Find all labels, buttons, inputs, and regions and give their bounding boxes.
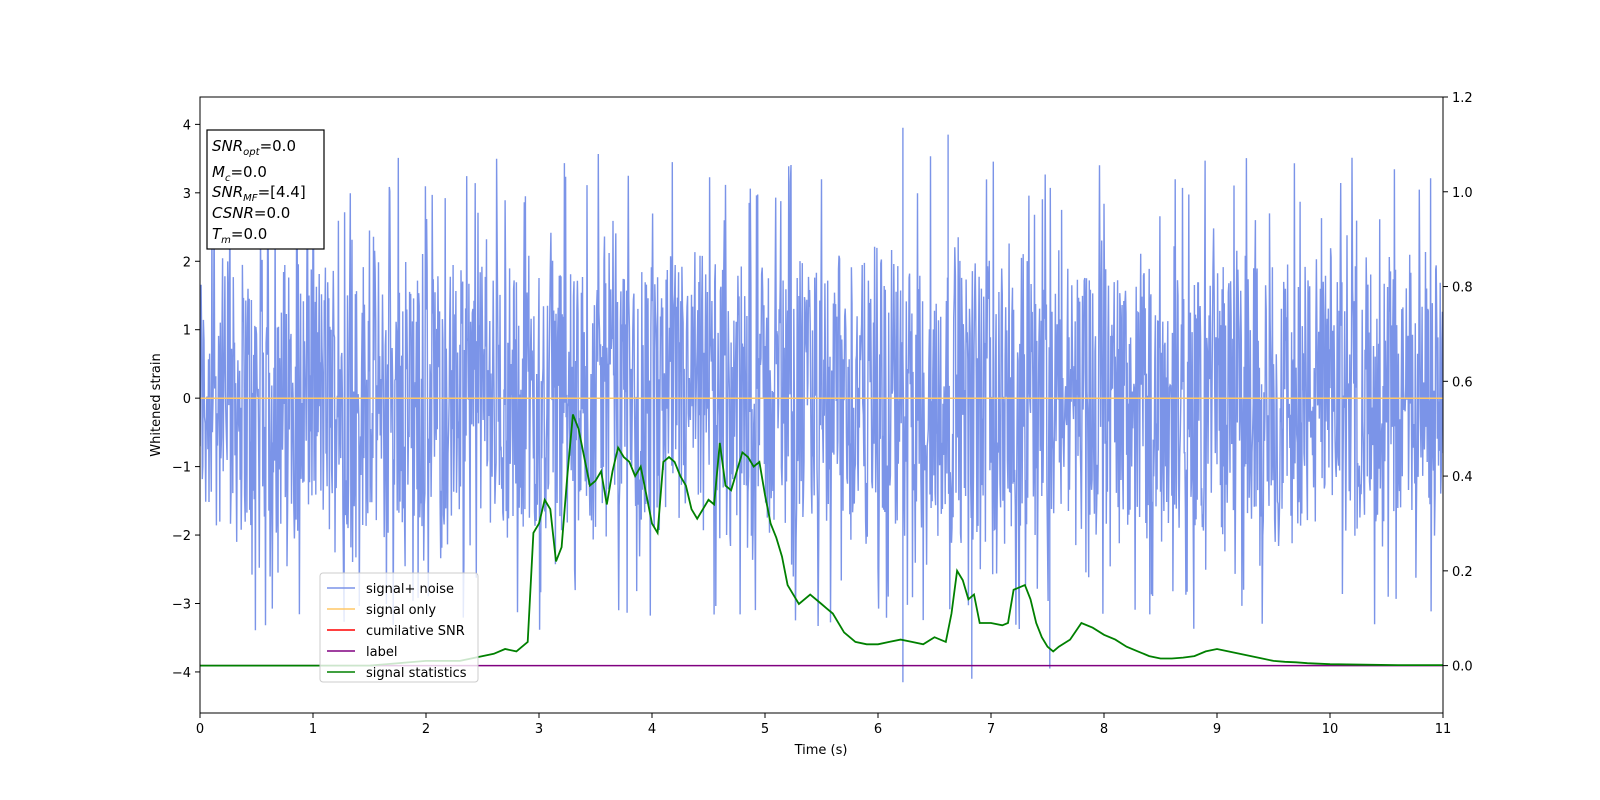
y2-tick-label: 0.6 [1452, 375, 1473, 390]
plot-frame [199, 96, 1444, 714]
legend-label: signal only [366, 603, 436, 618]
y-tick-label: −1 [172, 461, 191, 476]
y-tick-label: 2 [183, 255, 191, 270]
y2-tick-label: 0.2 [1452, 565, 1473, 580]
y-tick-label: 3 [183, 187, 191, 202]
x-tick-label: 2 [422, 722, 430, 737]
signal-noise-line [200, 127, 1443, 683]
info-box: SNRopt=0.0 Mc=0.0 SNRMF=[4.4] CSNR=0.0 T… [206, 129, 325, 250]
legend-label: signal statistics [366, 666, 467, 681]
x-tick-label: 9 [1213, 722, 1221, 737]
x-axis-label: Time (s) [794, 743, 848, 758]
x-tick-label: 0 [196, 722, 204, 737]
y-axis-label: Whitened strain [149, 353, 164, 456]
info-csnr: CSNR=0.0 [212, 204, 290, 222]
info-tm: Tm=0.0 [212, 225, 267, 246]
legend-frame [319, 572, 479, 683]
y-tick-label: 0 [183, 392, 191, 407]
signal-statistics-line [200, 414, 1443, 667]
y2-axis-ticks: 0.0 0.2 0.4 0.6 0.8 1.0 1.2 [1443, 91, 1473, 675]
x-axis-ticks: 0 1 2 3 4 5 6 7 8 9 10 11 [196, 713, 1451, 737]
x-tick-label: 5 [761, 722, 769, 737]
legend-label: cumilative SNR [366, 624, 465, 639]
y2-tick-label: 1.2 [1452, 91, 1473, 106]
info-snr-opt: SNRopt=0.0 [212, 137, 296, 158]
x-tick-label: 11 [1435, 722, 1452, 737]
x-tick-label: 7 [987, 722, 995, 737]
x-tick-label: 10 [1322, 722, 1339, 737]
x-tick-label: 1 [309, 722, 317, 737]
legend-label: signal+ noise [366, 582, 454, 597]
info-box-frame [206, 129, 325, 250]
x-tick-label: 6 [874, 722, 882, 737]
y-tick-label: −4 [172, 666, 191, 681]
y2-tick-label: 0.8 [1452, 281, 1473, 296]
x-tick-label: 4 [648, 722, 656, 737]
legend: signal+ noise signal only cumilative SNR la… [319, 572, 479, 683]
y2-tick-label: 0.4 [1452, 470, 1473, 485]
info-mc: Mc=0.0 [212, 163, 267, 184]
y-tick-label: 1 [183, 324, 191, 339]
x-tick-label: 3 [535, 722, 543, 737]
x-tick-label: 8 [1100, 722, 1108, 737]
y-axis-ticks: −4 −3 −2 −1 0 1 2 3 4 [172, 118, 200, 681]
y2-tick-label: 1.0 [1452, 186, 1473, 201]
y2-tick-label: 0.0 [1452, 660, 1473, 675]
signal-noise-series [200, 127, 1443, 683]
y-tick-label: −3 [172, 597, 191, 612]
info-snr-mf: SNRMF=[4.4] [212, 183, 306, 204]
legend-label: label [366, 645, 397, 660]
y-tick-label: 4 [183, 118, 191, 133]
y-tick-label: −2 [172, 529, 191, 544]
